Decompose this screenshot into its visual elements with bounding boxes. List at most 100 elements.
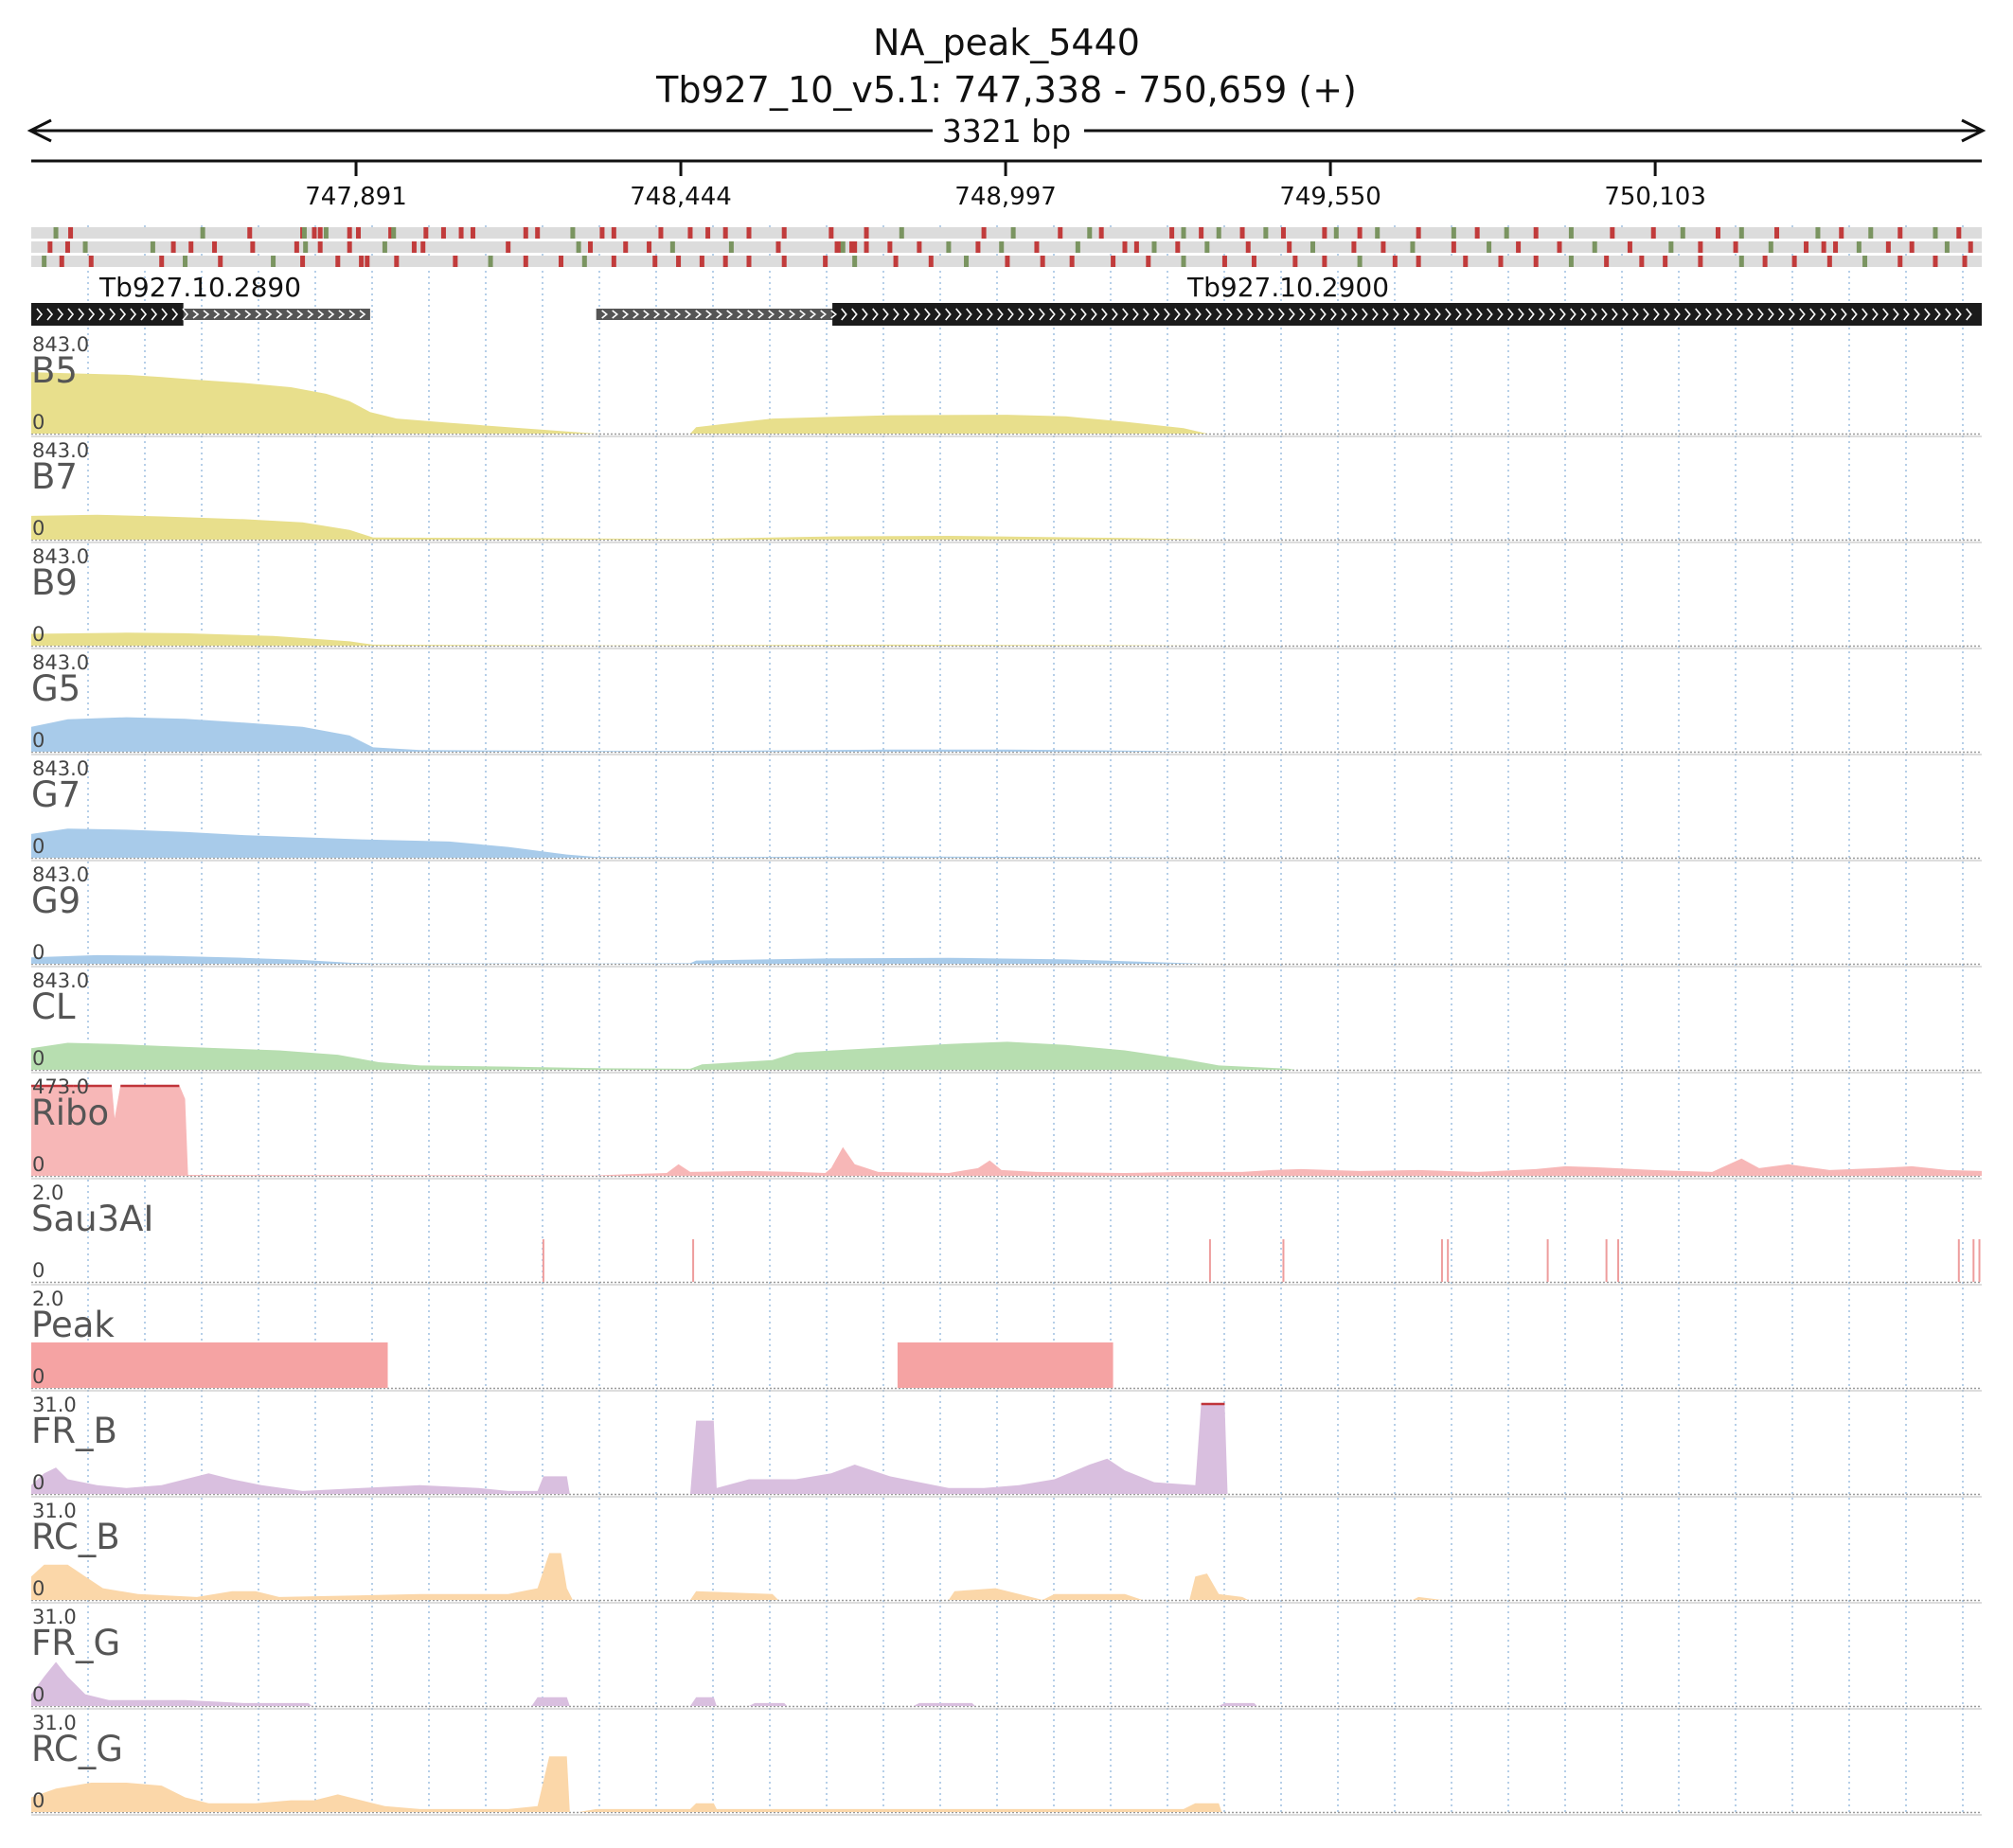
- variant-mark: [1826, 256, 1832, 267]
- track-min-label: 0: [32, 1683, 45, 1706]
- track-name: B5: [31, 350, 78, 391]
- track-min-label: 0: [32, 1471, 45, 1494]
- signal-area: [31, 1403, 1982, 1494]
- variant-mark: [183, 256, 188, 267]
- signal-area: [31, 632, 1982, 646]
- ruler-ticks: 747,891 748,444 748,997 749,550 750,103: [305, 161, 1706, 211]
- variant-mark: [1075, 241, 1080, 253]
- signal-area: [31, 828, 1982, 858]
- track-min-label: 0: [32, 1365, 45, 1388]
- track-max-label: 843.0: [32, 545, 89, 568]
- variant-mark: [1181, 256, 1186, 267]
- variant-mark: [687, 227, 693, 239]
- variant-mark: [840, 241, 846, 253]
- track-rc-b: 31.0RC_B 0: [31, 1500, 1982, 1604]
- track-name: CL: [31, 986, 76, 1027]
- variant-mark: [705, 227, 711, 239]
- variant-mark: [699, 256, 704, 267]
- variant-mark: [1663, 256, 1668, 267]
- variant-mark: [837, 241, 843, 253]
- variant-mark: [1463, 256, 1469, 267]
- variant-mark: [347, 227, 352, 239]
- track-name: Sau3AI: [31, 1199, 153, 1239]
- variant-mark: [1533, 256, 1539, 267]
- track-cl: 843.0CL 0: [31, 969, 1982, 1074]
- track-min-label: 0: [32, 1577, 45, 1600]
- span-arrow: 3321 bp: [27, 113, 1986, 150]
- variant-mark: [917, 241, 922, 253]
- variant-mark: [1199, 227, 1204, 239]
- chart-title: NA_peak_5440: [873, 22, 1140, 63]
- strand-arrows: [36, 308, 366, 321]
- variant-mark: [271, 256, 276, 267]
- track-g5: 843.0G5 0: [31, 651, 1982, 755]
- variant-mark: [652, 256, 658, 267]
- variant-mark: [1533, 227, 1539, 239]
- track-name: FR_B: [31, 1411, 117, 1451]
- variant-mark: [1204, 241, 1210, 253]
- variant-mark: [928, 256, 934, 267]
- variant-mark: [1698, 241, 1703, 253]
- variant-mark: [1804, 241, 1809, 253]
- variant-mark: [317, 227, 323, 239]
- variant-mark: [1309, 241, 1315, 253]
- track-g9: 843.0G9 0: [31, 863, 1982, 968]
- gridlines: [87, 225, 1964, 1813]
- variant-mark: [828, 227, 834, 239]
- variant-mark: [1487, 241, 1492, 253]
- track-max-label: 2.0: [32, 1182, 63, 1204]
- variant-mark: [1833, 241, 1839, 253]
- variant-mark: [946, 241, 952, 253]
- variant-mark: [250, 241, 256, 253]
- variant-mark: [647, 241, 652, 253]
- variant-mark: [53, 227, 59, 239]
- variant-mark: [1169, 227, 1175, 239]
- variant-mark: [864, 241, 869, 253]
- variant-mark: [1351, 241, 1357, 253]
- variant-mark: [488, 256, 493, 267]
- gene-cds: [832, 303, 1982, 326]
- track-max-label: 473.0: [32, 1075, 89, 1098]
- variant-mark: [1650, 227, 1656, 239]
- signal-area: [31, 514, 1982, 540]
- variant-mark: [411, 241, 417, 253]
- signal-area: [31, 1661, 1982, 1706]
- variant-mark: [1568, 256, 1574, 267]
- variant-mark: [1610, 227, 1615, 239]
- variant-mark: [852, 256, 858, 267]
- variant-mark: [1944, 241, 1950, 253]
- variant-mark: [1451, 241, 1456, 253]
- track-min-label: 0: [32, 941, 45, 964]
- track-min-label: 0: [32, 1789, 45, 1812]
- variant-mark: [1557, 241, 1562, 253]
- variant-mark: [1133, 241, 1139, 253]
- variant-track: [31, 227, 1982, 267]
- variant-mark: [523, 256, 528, 267]
- track-max-label: 31.0: [32, 1500, 77, 1522]
- variant-mark: [611, 256, 616, 267]
- variant-mark: [535, 227, 541, 239]
- variant-mark: [423, 227, 429, 239]
- track-max-label: 843.0: [32, 757, 89, 780]
- variant-mark: [669, 241, 675, 253]
- variant-mark: [1933, 227, 1938, 239]
- variant-mark: [864, 227, 869, 239]
- variant-mark: [523, 227, 528, 239]
- variant-mark: [356, 227, 362, 239]
- variant-mark: [893, 256, 899, 267]
- variant-mark: [247, 227, 253, 239]
- track-max-label: 31.0: [32, 1712, 77, 1734]
- variant-mark: [1392, 256, 1398, 267]
- locus-label: Tb927_10_v5.1: 747,338 - 750,659 (+): [655, 69, 1357, 111]
- variant-mark: [1034, 241, 1040, 253]
- variant-mark: [781, 256, 787, 267]
- variant-mark: [1280, 227, 1286, 239]
- variant-mark: [470, 227, 475, 239]
- variant-mark: [1839, 227, 1844, 239]
- variant-mark: [1111, 256, 1116, 267]
- variant-mark: [899, 227, 904, 239]
- variant-mark: [1627, 241, 1632, 253]
- variant-mark: [82, 241, 88, 253]
